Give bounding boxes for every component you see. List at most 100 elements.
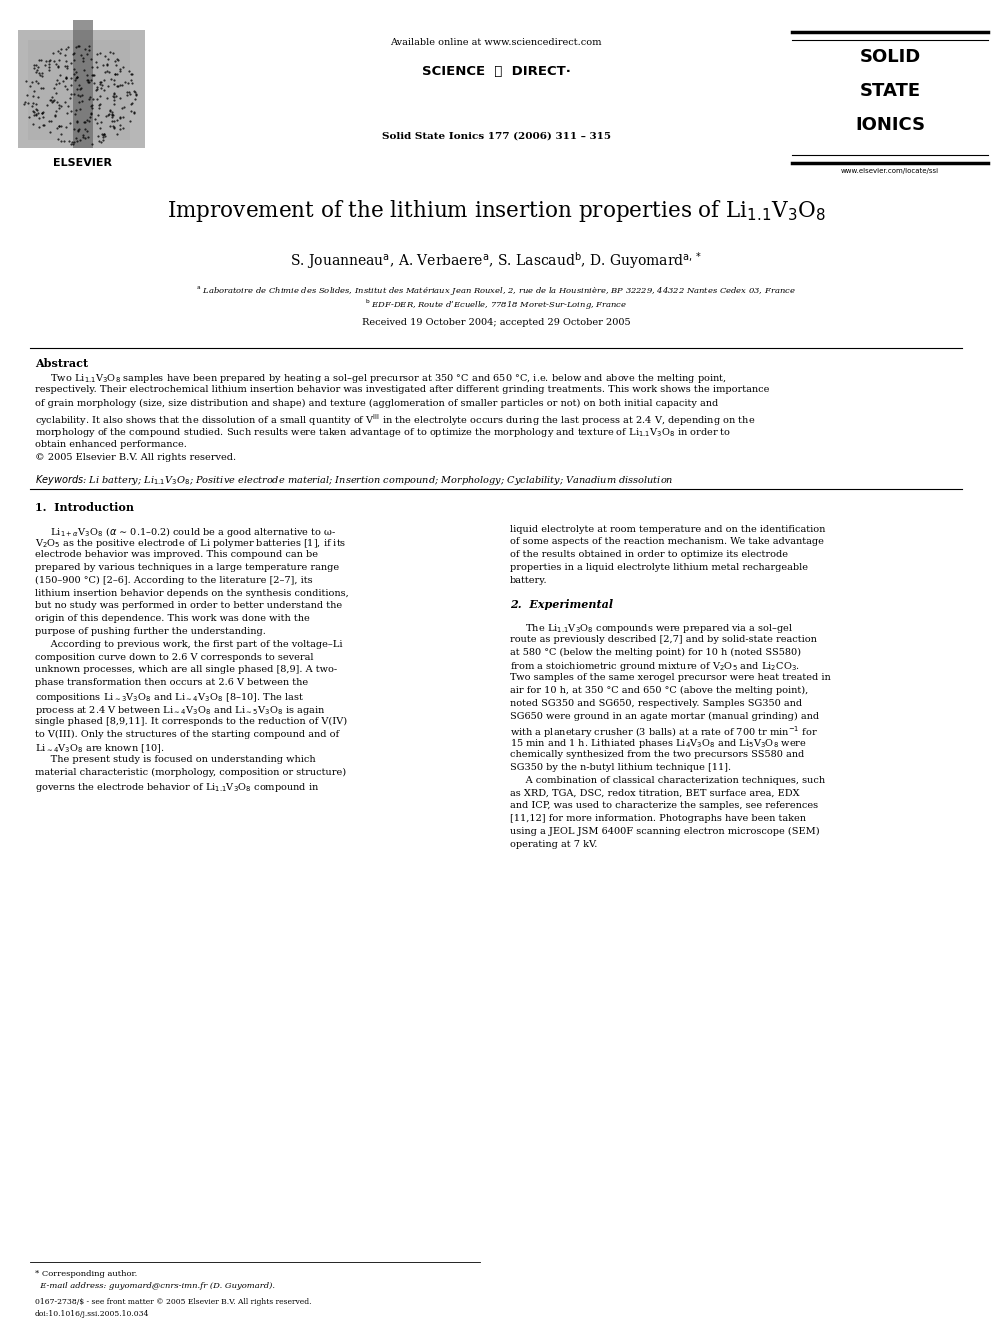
Point [53,116,68,138]
Point [112,119,128,140]
Text: STATE: STATE [859,82,921,101]
Point [102,115,118,136]
Point [26,102,42,123]
Point [88,89,104,110]
Text: and ICP, was used to characterize the samples, see references: and ICP, was used to characterize the sa… [510,802,818,810]
Point [72,130,88,151]
Point [42,49,58,70]
Text: S. Jouanneau$^{\rm a}$, A. Verbaere$^{\rm a}$, S. Lascaud$^{\rm b}$, D. Guyomard: S. Jouanneau$^{\rm a}$, A. Verbaere$^{\r… [290,250,702,271]
Point [103,103,119,124]
Text: of the results obtained in order to optimize its electrode: of the results obtained in order to opti… [510,550,788,560]
Point [41,60,57,81]
Point [63,101,79,122]
Text: battery.: battery. [510,576,548,585]
Point [93,111,109,132]
Point [28,98,44,119]
Point [35,101,51,122]
Point [34,66,50,87]
Point [76,111,92,132]
Point [49,118,64,139]
Text: material characteristic (morphology, composition or structure): material characteristic (morphology, com… [35,767,346,777]
Point [27,105,43,126]
Point [70,91,86,112]
Point [127,82,143,103]
Point [63,134,79,155]
Point [88,44,104,65]
Point [41,56,57,77]
Text: noted SG350 and SG650, respectively. Samples SG350 and: noted SG350 and SG650, respectively. Sam… [510,699,803,708]
Point [94,128,110,149]
Point [94,123,110,144]
Point [45,86,61,107]
Point [50,56,65,77]
Text: lithium insertion behavior depends on the synthesis conditions,: lithium insertion behavior depends on th… [35,589,349,598]
Point [46,78,62,99]
Point [96,123,112,144]
Point [25,93,41,114]
Bar [73,20,93,148]
Point [58,44,73,65]
Point [34,62,50,83]
Point [89,112,105,134]
Point [106,89,122,110]
Point [109,64,125,85]
Point [91,94,107,115]
Point [58,50,73,71]
Text: respectively. Their electrochemical lithium insertion behavior was investigated : respectively. Their electrochemical lith… [35,385,770,394]
Point [96,46,112,67]
Point [53,65,68,86]
Point [119,85,135,106]
Point [65,118,81,139]
Text: Solid State Ionics 177 (2006) 311 – 315: Solid State Ionics 177 (2006) 311 – 315 [382,132,610,142]
Point [35,102,51,123]
Point [30,60,46,81]
Text: $^{\rm b}$ EDF-DER, Route d’Ecuelle, 77818 Moret-Sur-Loing, France: $^{\rm b}$ EDF-DER, Route d’Ecuelle, 778… [365,298,627,312]
Point [83,134,99,155]
Point [51,73,66,94]
Point [84,64,100,85]
Point [83,103,99,124]
Point [120,73,136,94]
Point [123,64,139,85]
Point [38,50,54,71]
Point [75,60,91,81]
Point [69,120,85,142]
Bar [28,40,130,140]
Point [51,128,66,149]
Point [83,65,99,86]
Point [102,99,118,120]
Point [67,99,83,120]
Point [73,90,89,111]
Point [25,114,41,135]
Text: According to previous work, the first part of the voltage–Li: According to previous work, the first pa… [35,640,342,648]
Point [109,75,125,97]
Point [44,89,60,110]
Point [53,38,68,60]
Point [66,69,82,90]
Point [75,127,91,148]
Point [84,95,100,116]
Point [46,90,62,111]
Point [46,42,62,64]
Point [106,82,122,103]
Point [26,85,42,106]
Point [126,103,142,124]
Point [109,110,125,131]
Point [48,106,63,127]
Text: cyclability. It also shows that the dissolution of a small quantity of V$^{\rm I: cyclability. It also shows that the diss… [35,413,755,429]
Point [68,62,84,83]
Point [42,120,58,142]
Point [111,87,127,108]
Text: morphology of the compound studied. Such results were taken advantage of to opti: morphology of the compound studied. Such… [35,426,731,439]
Point [128,85,144,106]
Point [67,127,83,148]
Point [110,75,126,97]
Point [85,73,101,94]
Point [31,62,47,83]
Point [70,74,86,95]
Point [96,123,112,144]
Text: air for 10 h, at 350 °C and 650 °C (above the melting point),: air for 10 h, at 350 °C and 650 °C (abov… [510,685,808,695]
Point [115,106,131,127]
Text: $^{\rm a}$ Laboratoire de Chimie des Solides, Institut des Matériaux Jean Rouxel: $^{\rm a}$ Laboratoire de Chimie des Sol… [196,284,796,296]
Point [30,102,46,123]
